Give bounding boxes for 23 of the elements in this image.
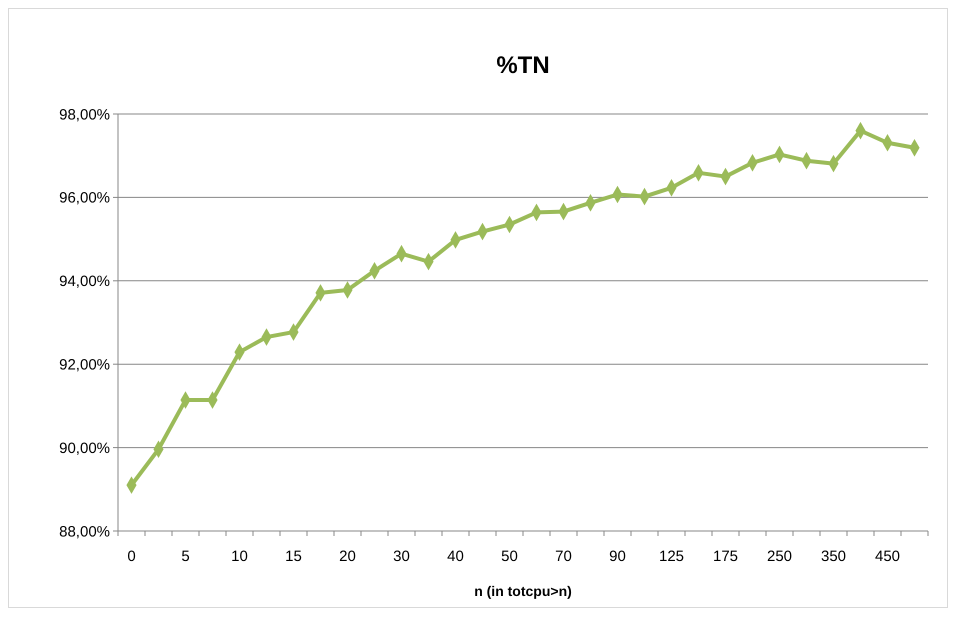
chart-title: %TN bbox=[496, 52, 550, 79]
y-tick-label: 94,00% bbox=[59, 273, 110, 290]
y-tick-label: 96,00% bbox=[59, 190, 110, 207]
x-tick-label: 125 bbox=[658, 548, 684, 565]
x-tick-label: 175 bbox=[712, 548, 738, 565]
y-tick-label: 88,00% bbox=[59, 523, 110, 540]
x-tick-label: 350 bbox=[820, 548, 846, 565]
y-tick-label: 92,00% bbox=[59, 356, 110, 374]
x-tick-label: 250 bbox=[766, 548, 792, 565]
x-tick-label: 90 bbox=[609, 548, 626, 565]
x-axis-title: n (in totcpu>n) bbox=[474, 583, 572, 599]
x-tick-label: 5 bbox=[181, 548, 190, 565]
y-tick-label: 98,00% bbox=[59, 106, 110, 124]
x-tick-label: 0 bbox=[127, 548, 136, 565]
x-tick-label: 10 bbox=[231, 548, 248, 565]
x-tick-label: 40 bbox=[447, 548, 464, 565]
x-tick-label: 50 bbox=[501, 548, 518, 565]
x-tick-label: 450 bbox=[874, 548, 900, 565]
y-tick-label: 90,00% bbox=[59, 440, 110, 457]
x-tick-label: 30 bbox=[393, 548, 410, 565]
x-tick-label: 20 bbox=[339, 548, 356, 565]
x-tick-label: 15 bbox=[285, 548, 302, 565]
x-tick-label: 70 bbox=[555, 548, 572, 565]
